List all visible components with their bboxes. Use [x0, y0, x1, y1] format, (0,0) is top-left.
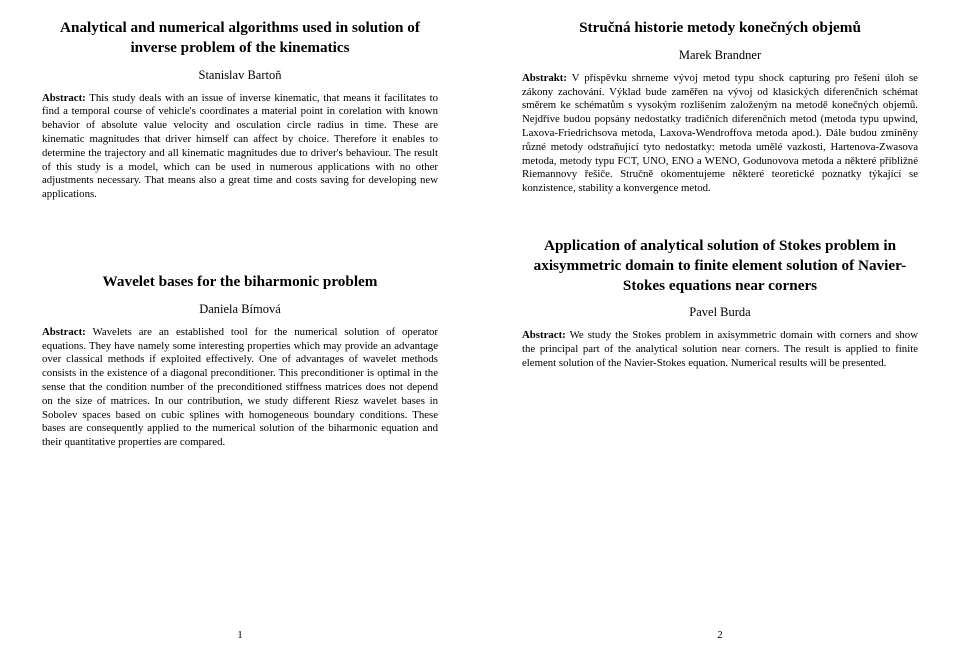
paper-title: Stručná historie metody konečných objemů	[522, 18, 918, 38]
paper-abstract: Abstrakt: V příspěvku shrneme vývoj meto…	[522, 72, 918, 196]
abstract-label: Abstract:	[42, 326, 86, 338]
paper-abstract: Abstract: Wavelets are an established to…	[42, 326, 438, 450]
abstract-label: Abstract:	[522, 329, 566, 341]
page-number: 2	[480, 629, 960, 641]
abstract-entry: Stručná historie metody konečných objemů…	[522, 18, 918, 196]
abstract-label: Abstrakt:	[522, 72, 567, 84]
right-entries: Stručná historie metody konečných objemů…	[522, 18, 918, 640]
left-entries: Analytical and numerical algorithms used…	[42, 18, 438, 640]
paper-abstract: Abstract: We study the Stokes problem in…	[522, 329, 918, 370]
paper-author: Marek Brandner	[522, 48, 918, 63]
abstract-entry: Wavelet bases for the biharmonic problem…	[42, 272, 438, 450]
abstract-entry: Application of analytical solution of St…	[522, 236, 918, 371]
abstract-body: V příspěvku shrneme vývoj metod typu sho…	[522, 72, 918, 195]
page-number: 1	[0, 629, 480, 641]
abstract-body: We study the Stokes problem in axisymmet…	[522, 329, 918, 369]
abstract-body: Wavelets are an established tool for the…	[42, 326, 438, 449]
paper-author: Daniela Bímová	[42, 302, 438, 317]
paper-abstract: Abstract: This study deals with an issue…	[42, 92, 438, 203]
paper-title: Analytical and numerical algorithms used…	[42, 18, 438, 58]
paper-title: Wavelet bases for the biharmonic problem	[42, 272, 438, 292]
paper-title: Application of analytical solution of St…	[522, 236, 918, 295]
right-page: Stručná historie metody konečných objemů…	[480, 0, 960, 650]
abstract-body: This study deals with an issue of invers…	[42, 92, 438, 201]
paper-author: Pavel Burda	[522, 305, 918, 320]
abstract-label: Abstract:	[42, 92, 86, 104]
left-page: Analytical and numerical algorithms used…	[0, 0, 480, 650]
paper-author: Stanislav Bartoň	[42, 68, 438, 83]
abstract-entry: Analytical and numerical algorithms used…	[42, 18, 438, 202]
